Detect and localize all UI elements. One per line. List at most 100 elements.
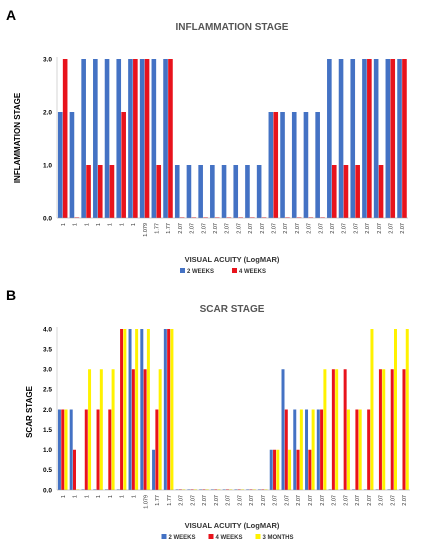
chart-b-y-tick-label: 2.5: [43, 387, 52, 394]
chart-b-bar: [308, 449, 312, 490]
chart-a-x-tick-label: 1.77: [166, 223, 172, 234]
chart-b-x-tick-label: 1: [84, 495, 90, 498]
chart-a-ylabel: INFLAMMATION STAGE: [13, 92, 22, 183]
chart-b-bar: [405, 329, 409, 490]
chart-a-plot-area: 0.0 1.0 2.0 3.0 1 1 1 1 1 1 1 1.079 1.77 1.77 2.07 2.07…: [43, 56, 408, 237]
chart-b-x-tick-label: 2.07: [320, 495, 326, 506]
chart-b-x-tick-label: 2.07: [308, 495, 314, 506]
chart-b-title: SCAR STAGE: [200, 304, 265, 315]
chart-b-x-tick-label: 2.07: [367, 495, 373, 506]
chart-a-legend-label: 2 WEEKS: [187, 269, 214, 275]
chart-b-bar: [296, 449, 300, 490]
chart-b-x-tick-label: 2.07: [343, 495, 349, 506]
chart-a-bar: [268, 112, 274, 218]
chart-b-bar: [394, 329, 397, 490]
chart-a-bar: [210, 165, 215, 218]
chart-b-bar: [158, 369, 162, 490]
chart-a-x-tick-label: 2.07: [330, 223, 336, 234]
chart-b-x-tick-label: 2.07: [355, 495, 361, 506]
chart-a-x-tick-label: 1: [131, 223, 137, 226]
panel-a-letter: A: [6, 7, 16, 23]
chart-b-x-tick-label: 2.07: [261, 495, 267, 506]
chart-a-x-tick-label: 2.07: [388, 223, 394, 234]
chart-b-legend-label: 2 WEEKS: [169, 535, 196, 541]
chart-a-y-tick-label: 2.0: [43, 109, 52, 116]
chart-a-bar: [62, 59, 68, 218]
chart-b-bar: [131, 369, 135, 490]
chart-a-bar: [151, 59, 157, 218]
chart-b-bar: [343, 369, 347, 490]
chart-b-x-tick-label: 2.07: [226, 495, 232, 506]
chart-a-bar: [397, 59, 402, 218]
chart-a-x-tick-label: 2.07: [225, 223, 231, 234]
chart-a-y-tick-label: 3.0: [43, 56, 52, 63]
chart-a-bar: [86, 165, 91, 218]
chart-a-bar: [390, 59, 396, 218]
chart-b-x-tick-label: 2.07: [202, 495, 208, 506]
chart-b-bar: [146, 329, 150, 490]
chart-b-bar: [284, 409, 288, 490]
chart-a-bar: [385, 59, 391, 218]
chart-a-x-tick-label: 2.07: [318, 223, 324, 234]
chart-b-x-tick-label: 2.07: [390, 495, 396, 506]
chart-b-bar: [152, 449, 156, 490]
chart-a-x-tick-label: 2.07: [248, 223, 254, 234]
chart-a-x-tick-label: 2.07: [295, 223, 301, 234]
chart-b-y-tick-label: 0.0: [43, 487, 52, 494]
chart-a-bar: [233, 165, 239, 218]
chart-b-x-tick-label: 2.07: [179, 495, 185, 506]
chart-a-bar: [355, 165, 360, 218]
chart-b-xlabel: VISUAL ACUITY (LogMAR): [185, 521, 280, 530]
chart-b-x-tick-label: 1: [120, 495, 126, 498]
chart-a-bar: [133, 59, 138, 218]
chart-a-bar: [93, 59, 98, 218]
chart-a-x-tick-label: 1: [108, 223, 114, 226]
chart-a-bar: [256, 165, 262, 218]
chart-a-title: INFLAMMATION STAGE: [176, 22, 289, 33]
chart-b-x-tick-label: 2.07: [273, 495, 279, 506]
chart-a-bar: [104, 59, 110, 218]
chart-b-y-tick-label: 2.0: [43, 407, 52, 414]
chart-b-bar: [111, 369, 115, 490]
chart-a-bar: [378, 165, 384, 218]
chart-b-bar: [358, 409, 362, 490]
chart-b-bar: [108, 409, 112, 490]
chart-b-bar: [370, 329, 374, 490]
chart-a-bar: [168, 59, 173, 218]
panel-b-letter: B: [6, 287, 16, 303]
chart-a-bar: [121, 112, 126, 218]
chart-a-x-tick-label: 2.07: [283, 223, 289, 234]
chart-b-x-tick-label: 1: [131, 495, 137, 498]
chart-b-x-tick-label: 1.77: [167, 495, 173, 506]
chart-a-bar: [109, 165, 115, 218]
chart-b-bar: [293, 409, 297, 490]
chart-a-bar: [338, 59, 344, 218]
chart-a-bar: [144, 59, 150, 218]
chart-b-bar: [88, 369, 92, 490]
chart-a-bar: [69, 112, 75, 218]
chart-b-legend: 2 WEEKS 4 WEEKS 3 MONTHS: [161, 534, 294, 541]
chart-b-bar: [316, 409, 320, 490]
chart-b-legend-swatch: [208, 534, 214, 539]
chart-b-bar: [123, 329, 127, 490]
chart-a-legend: 2 WEEKS 4 WEEKS: [180, 268, 266, 275]
chart-a-bar: [57, 112, 63, 218]
chart-b-bar: [299, 409, 303, 490]
chart-b-y-tick-label: 4.0: [43, 326, 52, 333]
chart-a-bar: [186, 165, 192, 218]
chart-b-legend-label: 4 WEEKS: [216, 535, 243, 541]
chart-b-bar: [323, 369, 327, 490]
chart-b-x-tick-label: 2.07: [296, 495, 302, 506]
chart-a-legend-swatch: [232, 268, 237, 273]
chart-b-x-tick-label: 2.07: [379, 495, 385, 506]
chart-b-bar: [57, 409, 61, 490]
chart-b-bar: [273, 449, 277, 490]
chart-b-x-tick-label: 2.07: [332, 495, 338, 506]
chart-a-x-tick-label: 2.07: [307, 223, 313, 234]
chart-a-x-tick-label: 1: [73, 223, 79, 226]
chart-b-bar: [84, 409, 88, 490]
chart-b-x-tick-label: 2.07: [284, 495, 290, 506]
chart-a-y-tick-label: 0.0: [43, 215, 52, 222]
chart-b-bar: [346, 409, 350, 490]
chart-b-bar: [320, 409, 324, 490]
